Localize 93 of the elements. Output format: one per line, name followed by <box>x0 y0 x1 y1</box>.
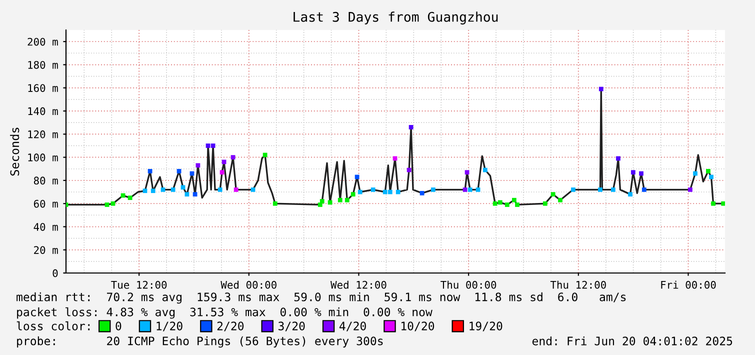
legend-label: 4/20 <box>340 322 366 332</box>
point <box>706 168 710 174</box>
point <box>104 202 110 207</box>
point <box>388 190 392 194</box>
point <box>598 187 602 192</box>
x-tick-label: Fri 00:00 <box>661 280 716 289</box>
legend-label: 19/20 <box>470 322 502 332</box>
point <box>709 174 714 180</box>
point <box>430 187 436 192</box>
point <box>234 187 238 192</box>
point <box>504 202 510 207</box>
point <box>180 185 186 190</box>
chart-title: Last 3 Days from Guangzhou <box>294 12 498 24</box>
x-tick-label: Wed 00:00 <box>220 280 276 289</box>
point <box>370 187 376 192</box>
point <box>512 198 516 202</box>
point <box>721 201 725 206</box>
x-tick-label: Thu 12:00 <box>550 280 606 289</box>
legend-title: loss color: <box>16 321 90 330</box>
point <box>515 202 520 207</box>
point <box>148 168 152 174</box>
y-tick-label: 80 m <box>34 176 58 185</box>
y-tick-label: 100 m <box>28 154 58 162</box>
text: end: Fri Jun 20 04:01:02 2025 <box>532 336 732 346</box>
y-tick-label: 20 m <box>34 246 58 254</box>
point <box>598 86 604 92</box>
point <box>616 156 620 161</box>
point <box>571 187 576 192</box>
point <box>338 198 342 202</box>
point <box>462 187 468 192</box>
point <box>128 196 132 200</box>
y-tick-label: 140 m <box>28 107 58 116</box>
point <box>170 187 176 192</box>
y-tick-label: 160 m <box>28 84 58 92</box>
point <box>408 125 414 130</box>
point <box>160 187 166 192</box>
point <box>498 200 502 205</box>
point <box>184 192 190 197</box>
point <box>196 163 200 168</box>
point <box>354 174 360 180</box>
point <box>550 192 556 197</box>
point <box>218 187 222 192</box>
point <box>192 192 198 197</box>
point <box>464 170 470 175</box>
point <box>642 187 646 192</box>
point <box>610 187 616 192</box>
point <box>220 170 224 175</box>
point <box>492 201 498 206</box>
legend-label: 2/20 <box>217 322 244 332</box>
point <box>206 144 210 148</box>
y-tick-label: 40 m <box>34 222 58 231</box>
point <box>468 187 472 192</box>
x-tick-label: Thu 00:00 <box>440 280 496 289</box>
point <box>406 168 412 172</box>
y-axis-title: Seconds <box>10 128 20 176</box>
point <box>142 188 148 194</box>
point <box>230 155 236 160</box>
y-tick-label: 60 m <box>34 200 58 208</box>
point <box>262 152 268 158</box>
point <box>688 187 692 192</box>
point <box>250 187 256 192</box>
point <box>320 199 324 204</box>
y-tick-label: 200 m <box>28 38 58 46</box>
legend-label: 0 <box>116 322 122 330</box>
legend-label: 1/20 <box>156 322 182 332</box>
legend-label: 10/20 <box>402 322 434 332</box>
point <box>222 160 226 164</box>
point <box>210 144 216 148</box>
point <box>392 156 398 161</box>
legend-label: 3/20 <box>278 322 305 332</box>
point <box>628 192 632 197</box>
point <box>483 168 488 172</box>
text: probe: 20 ICMP Echo Pings (56 Bytes) every 300s <box>17 336 383 348</box>
y-tick-label: 180 m <box>28 60 58 69</box>
point <box>344 198 350 202</box>
y-tick-label: 0 <box>52 269 58 278</box>
point <box>711 201 716 206</box>
x-tick-label: Wed 12:00 <box>330 280 386 289</box>
x-tick-label: Tue 12:00 <box>111 280 167 289</box>
point <box>693 171 698 176</box>
point <box>476 187 480 192</box>
point <box>150 188 156 194</box>
point <box>420 190 424 196</box>
point <box>358 190 362 194</box>
point <box>639 171 644 176</box>
point <box>558 198 562 202</box>
y-tick-label: 120 m <box>28 130 58 138</box>
text: median rtt: 70.2 ms avg 159.3 ms max 59.0 ms min 59.1 ms now 11.8 ms sd 6.0 am/s <box>16 292 626 304</box>
point <box>176 168 182 174</box>
point <box>350 192 356 197</box>
text: packet loss: 4.83 % avg 31.53 % max 0.00 % min 0.00 % now <box>17 307 432 319</box>
point <box>542 201 548 206</box>
point <box>396 190 400 194</box>
